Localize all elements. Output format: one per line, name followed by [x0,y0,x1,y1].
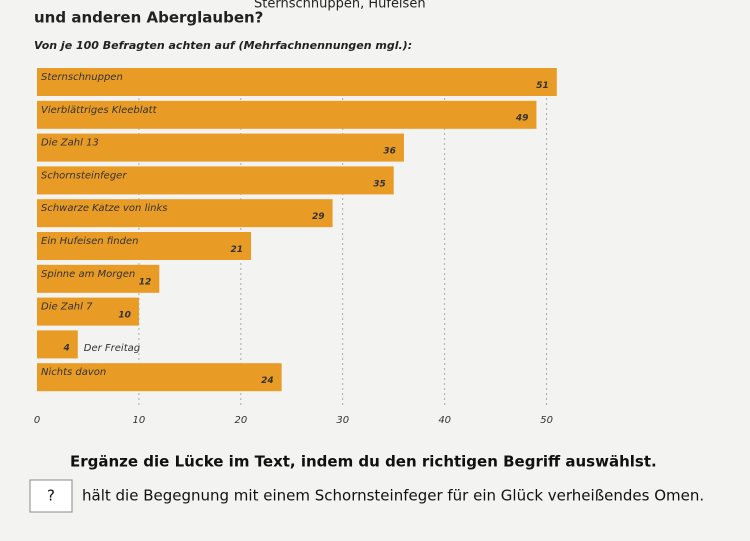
category-label: Schornsteinfeger [41,170,127,181]
x-tick-label: 50 [540,415,553,426]
value-label: 4 [63,343,70,353]
question-sentence: hält die Begegnung mit einem Schornstein… [82,487,704,505]
title: und anderen Aberglauben? [34,9,263,27]
title-top: Sternschnuppen, Hufeisen [254,0,426,12]
x-tick-label: 20 [234,415,247,426]
bar [37,232,252,260]
bar [37,297,139,326]
bar [37,166,394,195]
bar [37,264,160,293]
bar [37,133,404,162]
category-label: Schwarze Katze von links [41,203,167,214]
value-label: 36 [383,146,396,156]
category-label: Die Zahl 13 [41,138,99,149]
value-label: 24 [261,376,274,386]
x-tick-label: 0 [34,415,40,426]
value-label: 35 [373,179,386,189]
value-label: 49 [515,114,529,124]
answer-blank[interactable]: ? [47,487,55,505]
answer-box[interactable] [29,479,73,513]
bar [37,100,537,129]
value-label: 29 [312,212,325,222]
bar [37,363,282,392]
value-label: 12 [139,278,152,288]
x-tick-label: 30 [336,415,349,426]
bar [37,199,333,228]
value-label: 10 [118,310,131,320]
x-tick-label: 10 [133,415,146,426]
chart-subtitle: Von je 100 Befragten achten auf (Mehrfac… [34,39,412,52]
category-label: Die Zahl 7 [41,302,93,313]
value-label: 21 [231,245,244,255]
x-tick-label: 40 [438,415,451,426]
category-label: Sternschnuppen [41,72,123,83]
bar [37,68,557,96]
category-label: Spinne am Morgen [41,269,135,280]
question-prompt: Ergänze die Lücke im Text, indem du den … [70,453,657,471]
category-label: Ein Hufeisen finden [41,236,138,247]
category-label: Vierblättriges Kleeblatt [41,105,158,116]
bar [37,330,78,359]
value-label: 51 [536,81,549,91]
category-label: Nichts davon [41,367,106,378]
category-label: Der Freitag [84,343,140,354]
